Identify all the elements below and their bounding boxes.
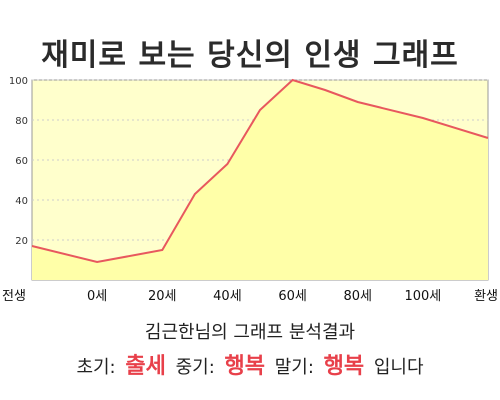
analysis-subtitle: 김근한님의 그래프 분석결과: [144, 322, 356, 343]
early-value: 출세: [125, 354, 166, 379]
analysis-summary: 초기: 출세 중기: 행복 말기: 행복 입니다: [0, 348, 500, 380]
y-tick-label: 40: [15, 196, 28, 207]
mid-value: 행복: [224, 354, 265, 379]
y-tick-label: 20: [15, 236, 28, 247]
x-axis-ticks: 전생 0세 20세 40세 60세 80세 100세 환생: [2, 289, 498, 304]
series-line: [31, 78, 489, 264]
x-tick-label: 80세: [343, 289, 372, 304]
x-tick-label: 60세: [278, 289, 307, 304]
x-tick-label: 전생: [2, 289, 26, 304]
y-axis-ticks: 20 40 60 80 100: [9, 76, 28, 247]
late-value: 행복: [323, 354, 365, 379]
mid-label: 중기:: [175, 357, 215, 378]
y-tick-label: 80: [15, 116, 28, 127]
x-tick-label: 환생: [474, 289, 498, 304]
x-tick-label: 0세: [87, 289, 107, 304]
summary-suffix: 입니다: [373, 357, 424, 378]
late-label: 말기:: [274, 357, 314, 378]
y-tick-label: 100: [9, 76, 28, 87]
series-area: [32, 80, 488, 280]
x-tick-label: 20세: [148, 289, 177, 304]
x-tick-label: 40세: [213, 289, 242, 304]
chart-title: 재미로 보는 당신의 인생 그래프: [41, 38, 459, 73]
y-tick-label: 60: [15, 156, 28, 167]
early-label: 초기:: [76, 357, 116, 378]
x-tick-label: 100세: [404, 289, 441, 304]
